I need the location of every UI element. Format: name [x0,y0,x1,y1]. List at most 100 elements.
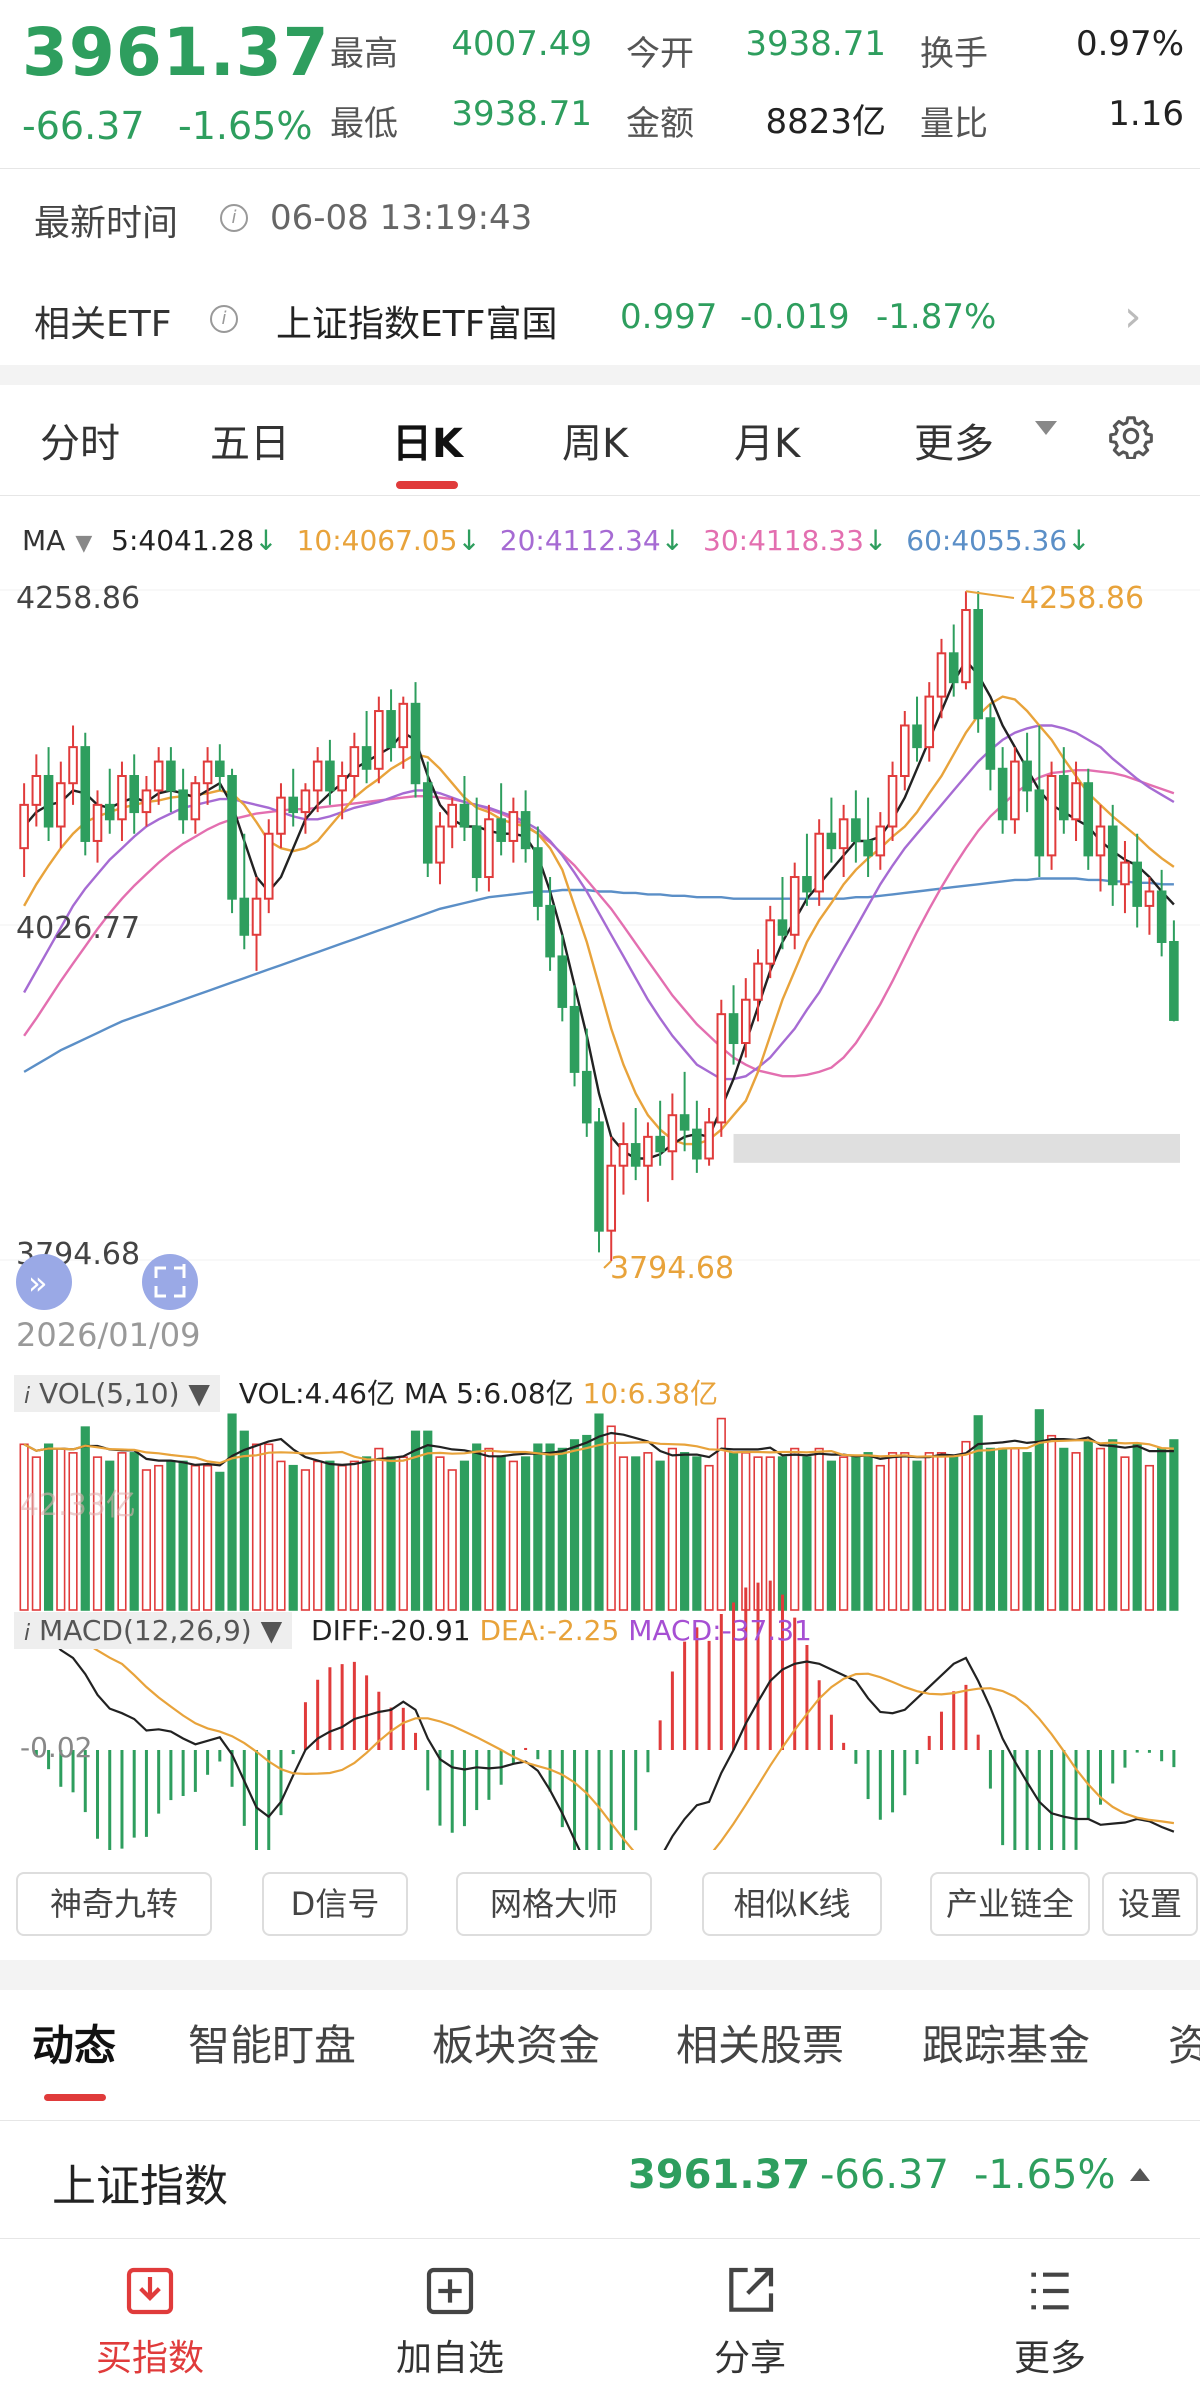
caret-down-icon[interactable]: ▼ [75,531,93,556]
macd-line [23,1616,1175,1877]
candle-body [227,774,237,900]
tool-d-signal-button[interactable]: D信号 [262,1872,408,1936]
info-icon[interactable]: i [220,204,248,232]
volume-bar [1010,1447,1020,1611]
candle-body [569,1005,580,1073]
candle-body [1071,782,1081,821]
tool-grid-master-button[interactable]: 网格大师 [456,1872,652,1936]
nav-share[interactable]: 分享 [650,2263,850,2381]
candle-body [190,782,201,821]
tab-related-stocks[interactable]: 相关股票 [676,2021,845,2070]
candle-body [312,760,323,792]
volume-bar [936,1452,947,1611]
tab-daily-k[interactable]: 日K [392,421,463,467]
caret-down-icon[interactable] [1035,421,1057,435]
turnover-label: 换手 [920,34,988,74]
volume-bar [264,1443,274,1611]
tab-sector-funds[interactable]: 板块资金 [432,2021,601,2070]
high-value: 4007.49 [451,24,592,64]
candle-body [997,767,1008,821]
candle-body [961,609,971,684]
tool-similar-k-button[interactable]: 相似K线 [702,1872,882,1936]
volume-bar [887,1452,898,1611]
volume-bar [1059,1447,1069,1611]
volume-indicator-selector[interactable]: i VOL(5,10) ▼ [14,1375,220,1412]
gear-icon[interactable] [1108,413,1154,459]
volume-bar [313,1460,323,1611]
latest-time-value: 06-08 13:19:43 [270,198,533,238]
tab-dynamics[interactable]: 动态 [32,2021,117,2070]
candle-body [288,796,299,814]
ma30-line [23,769,1175,1078]
volume-bar [43,1443,54,1611]
divider [0,2120,1200,2121]
volume-bar [496,1456,506,1611]
tab-monthly-k[interactable]: 月K [734,421,801,467]
volume-bar [362,1456,372,1611]
nav-add-watchlist[interactable]: 加自选 [350,2263,550,2381]
candle-body [31,774,42,806]
expand-left-button[interactable] [16,1254,72,1310]
candle-body [802,876,812,893]
volume-bar [447,1469,457,1611]
volume-ma-line [23,1439,1174,1465]
volume-bar [1169,1439,1179,1611]
candle-body [520,811,531,850]
tool-industry-chain-button[interactable]: 产业链全 [930,1872,1090,1936]
candle-body [1046,774,1057,857]
chevron-right-icon[interactable]: › [1124,291,1142,342]
volume-bar [1046,1434,1057,1611]
tab-more-partial[interactable]: 资 [1168,2021,1200,2070]
etf-change-percent: -1.87% [876,297,997,337]
nav-more[interactable]: 更多 [950,2263,1150,2381]
candle-body [215,760,225,777]
volume-bar [300,1469,311,1611]
caret-up-icon[interactable] [1130,2168,1150,2181]
volratio-label: 量比 [920,104,988,144]
volume-bar [1083,1439,1093,1611]
candle-body [1010,760,1020,821]
period-tabs: 分时 五日 日K 周K 月K 更多 [0,385,1200,495]
kline-chart-area[interactable]: 4258.86 4026.77 3794.68 2026/01/09 4258.… [0,560,1200,1926]
tab-tracking-funds[interactable]: 跟踪基金 [922,2021,1091,2070]
macd-indicator-selector[interactable]: i MACD(12,26,9) ▼ [14,1612,293,1649]
tab-weekly-k[interactable]: 周K [562,421,629,467]
candle-body [692,1128,702,1160]
low-leader-line [603,1260,612,1269]
etf-name: 上证指数ETF富国 [276,304,558,345]
content-tabs: 动态 智能盯盘 板块资金 相关股票 跟踪基金 资 [0,1992,1200,2120]
candle-body [557,955,568,1008]
fullscreen-button[interactable] [142,1254,198,1310]
related-etf-row[interactable]: 相关ETF i 上证指数ETF富国 0.997 -0.019 -1.87% › [0,275,1200,365]
tool-settings-button[interactable]: 设置 [1102,1872,1198,1936]
candle-body [753,962,763,1001]
divider [0,495,1200,496]
candle-body [104,803,115,821]
candle-body [56,782,66,828]
volume-bar [924,1452,934,1611]
candle-body [1107,825,1118,886]
double-chevron-icon: » [28,1264,48,1302]
tab-more[interactable]: 更多 [914,421,994,467]
ma-legend[interactable]: MA ▼ 5:4041.28↓ 10:4067.05↓ 20:4112.34↓ 3… [22,524,1101,557]
nav-buy-index[interactable]: 买指数 [50,2263,250,2381]
volume-bar [802,1456,812,1611]
tab-five-day[interactable]: 五日 [210,421,290,467]
candle-body [1156,890,1167,943]
volume-header[interactable]: i VOL(5,10) ▼ VOL:4.46亿 MA 5:6.08亿 10:6.… [14,1372,718,1412]
info-icon[interactable]: i [210,305,238,333]
index-summary-row[interactable]: 上证指数 3961.37 -66.37 -1.65% [0,2120,1200,2238]
candle-body [838,818,849,850]
candle-body [141,789,152,814]
candle-body [887,774,898,828]
kline-chart[interactable]: 4258.86 4026.77 3794.68 2026/01/09 4258.… [0,560,1200,1926]
volume-bar [545,1443,555,1611]
quote-header: 3961.37 -66.37 -1.65% 最高 4007.49 最低 3938… [0,0,1200,168]
tab-smart-monitor[interactable]: 智能盯盘 [188,2021,357,2070]
tab-intraday[interactable]: 分时 [40,421,120,467]
candle-body [80,746,91,842]
candle-body [789,876,800,936]
macd-header[interactable]: i MACD(12,26,9) ▼ DIFF:-20.91 DEA:-2.25 … [14,1612,812,1649]
tool-magic-nine-button[interactable]: 神奇九转 [16,1872,212,1936]
candle-body [129,774,139,814]
